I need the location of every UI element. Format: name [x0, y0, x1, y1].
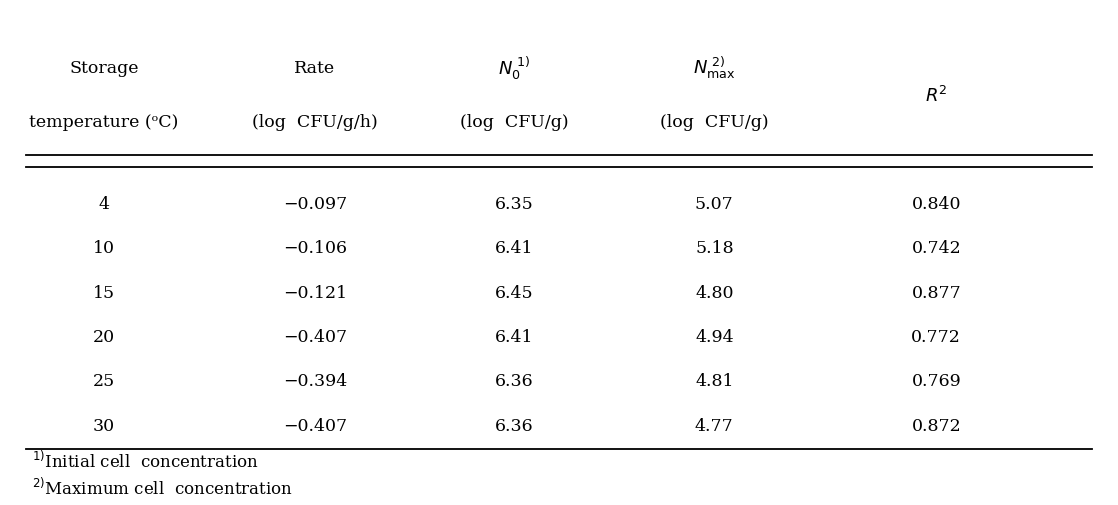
- Text: 15: 15: [93, 284, 115, 301]
- Text: 0.872: 0.872: [911, 418, 961, 435]
- Text: $N_{\mathrm{max}}^{\ 2)}$: $N_{\mathrm{max}}^{\ 2)}$: [693, 55, 736, 81]
- Text: $^{1)}$Initial cell  concentration: $^{1)}$Initial cell concentration: [32, 450, 258, 472]
- Text: 6.45: 6.45: [495, 284, 534, 301]
- Text: 6.41: 6.41: [495, 240, 534, 257]
- Text: $R^2$: $R^2$: [925, 85, 948, 106]
- Text: (log  CFU/g/h): (log CFU/g/h): [252, 114, 378, 131]
- Text: Rate: Rate: [294, 60, 335, 77]
- Text: 0.877: 0.877: [911, 284, 961, 301]
- Text: 25: 25: [93, 374, 115, 390]
- Text: 30: 30: [93, 418, 115, 435]
- Text: $^{2)}$Maximum cell  concentration: $^{2)}$Maximum cell concentration: [32, 478, 293, 499]
- Text: 0.772: 0.772: [911, 329, 961, 346]
- Text: Storage: Storage: [69, 60, 139, 77]
- Text: 6.41: 6.41: [495, 329, 534, 346]
- Text: $N_0^{\ 1)}$: $N_0^{\ 1)}$: [499, 55, 531, 82]
- Text: 5.18: 5.18: [695, 240, 733, 257]
- Text: 5.07: 5.07: [695, 195, 733, 213]
- Text: 4.80: 4.80: [695, 284, 733, 301]
- Text: −0.407: −0.407: [283, 329, 347, 346]
- Text: 4: 4: [98, 195, 110, 213]
- Text: −0.097: −0.097: [283, 195, 347, 213]
- Text: 10: 10: [93, 240, 115, 257]
- Text: 20: 20: [93, 329, 115, 346]
- Text: 0.742: 0.742: [911, 240, 961, 257]
- Text: 6.36: 6.36: [495, 418, 534, 435]
- Text: 0.840: 0.840: [911, 195, 961, 213]
- Text: 6.36: 6.36: [495, 374, 534, 390]
- Text: (log  CFU/g): (log CFU/g): [461, 114, 569, 131]
- Text: temperature (ᵒC): temperature (ᵒC): [29, 114, 179, 131]
- Text: −0.394: −0.394: [283, 374, 347, 390]
- Text: −0.106: −0.106: [283, 240, 347, 257]
- Text: −0.407: −0.407: [283, 418, 347, 435]
- Text: 4.94: 4.94: [695, 329, 733, 346]
- Text: −0.121: −0.121: [283, 284, 347, 301]
- Text: 4.77: 4.77: [695, 418, 733, 435]
- Text: 6.35: 6.35: [495, 195, 534, 213]
- Text: 0.769: 0.769: [911, 374, 961, 390]
- Text: (log  CFU/g): (log CFU/g): [660, 114, 769, 131]
- Text: 4.81: 4.81: [695, 374, 733, 390]
